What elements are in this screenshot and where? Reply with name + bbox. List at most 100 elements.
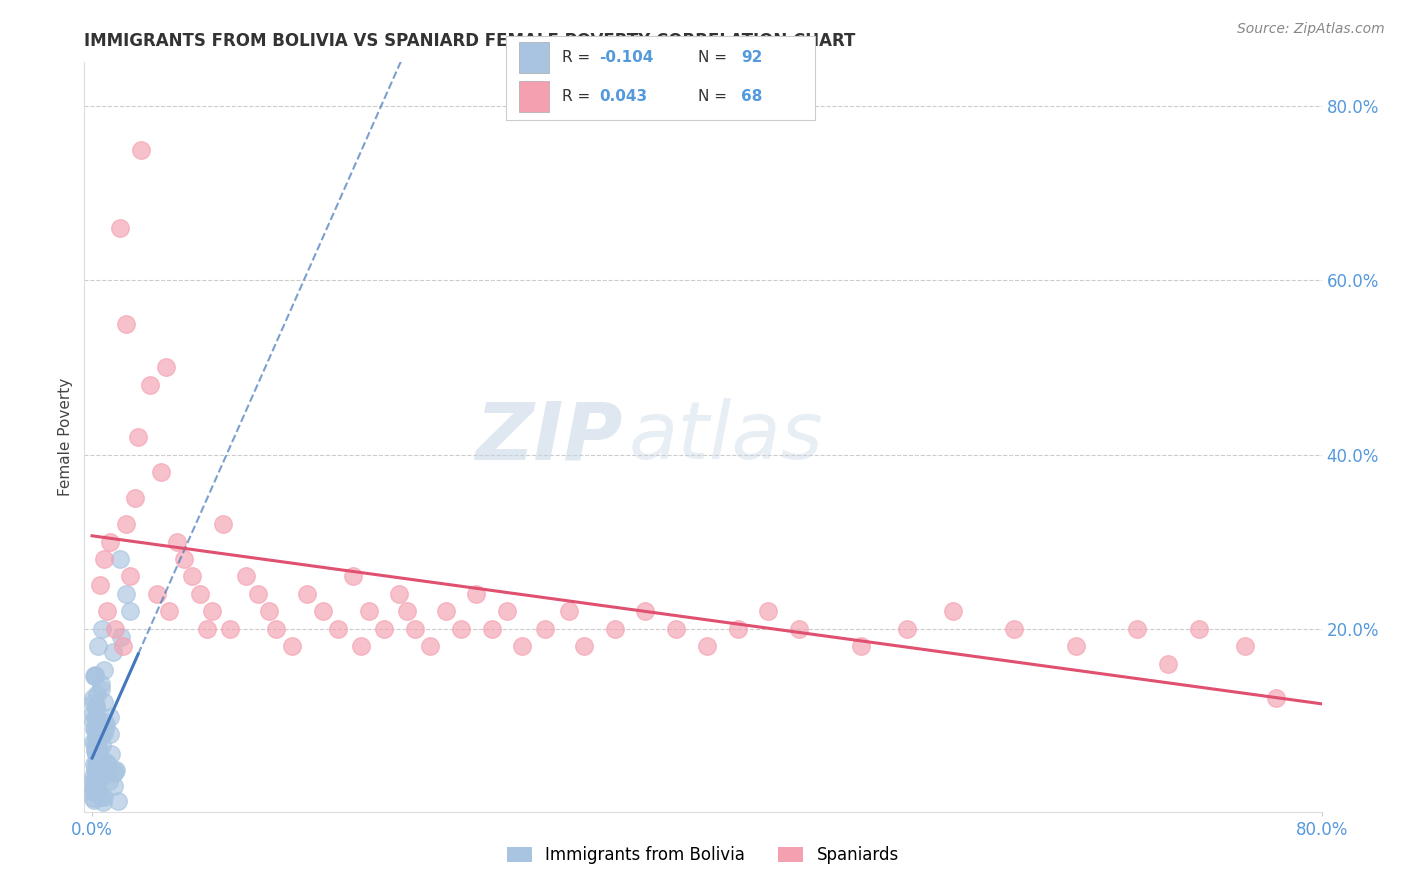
Point bbox=[124, 491, 146, 505]
Point bbox=[572, 639, 595, 653]
FancyBboxPatch shape bbox=[519, 81, 550, 112]
Point bbox=[103, 779, 125, 793]
Point bbox=[86, 723, 108, 737]
Point bbox=[83, 711, 105, 725]
Point bbox=[108, 552, 131, 566]
Point bbox=[94, 719, 117, 733]
Point bbox=[534, 622, 557, 636]
Point bbox=[326, 622, 349, 636]
Point bbox=[89, 771, 111, 785]
Point bbox=[84, 720, 107, 734]
Point bbox=[84, 780, 107, 795]
Point bbox=[93, 790, 115, 805]
Point bbox=[100, 534, 122, 549]
Point bbox=[434, 604, 457, 618]
Point bbox=[787, 622, 810, 636]
Point bbox=[166, 534, 188, 549]
Point bbox=[90, 622, 112, 636]
Point bbox=[1002, 622, 1025, 636]
Text: R =: R = bbox=[562, 50, 595, 65]
Point bbox=[82, 706, 104, 720]
Point bbox=[1233, 639, 1256, 653]
Point bbox=[84, 701, 107, 715]
Point bbox=[496, 604, 519, 618]
Point bbox=[1157, 657, 1180, 671]
Point bbox=[350, 639, 373, 653]
Point bbox=[696, 639, 718, 653]
Point bbox=[247, 587, 270, 601]
Point bbox=[1264, 691, 1286, 706]
Point bbox=[634, 604, 657, 618]
Point bbox=[86, 752, 108, 766]
Point bbox=[82, 785, 104, 799]
Point bbox=[89, 761, 111, 775]
Point bbox=[86, 687, 108, 701]
Point bbox=[82, 781, 104, 796]
Point bbox=[86, 737, 108, 751]
Point bbox=[86, 714, 108, 728]
Point bbox=[108, 221, 131, 235]
Point bbox=[84, 780, 107, 795]
Point bbox=[83, 763, 105, 777]
Point bbox=[96, 756, 118, 770]
Point bbox=[91, 728, 114, 742]
Text: N =: N = bbox=[697, 89, 731, 104]
Point bbox=[86, 772, 108, 786]
Point bbox=[896, 622, 918, 636]
Point bbox=[120, 604, 142, 618]
Text: Source: ZipAtlas.com: Source: ZipAtlas.com bbox=[1237, 22, 1385, 37]
Point bbox=[83, 723, 105, 737]
Point bbox=[87, 783, 110, 797]
Point bbox=[115, 517, 138, 532]
Point bbox=[84, 756, 107, 771]
Point bbox=[211, 517, 233, 532]
Point bbox=[93, 663, 115, 677]
Point bbox=[849, 639, 872, 653]
Point bbox=[257, 604, 280, 618]
Point bbox=[181, 569, 204, 583]
Text: ZIP: ZIP bbox=[475, 398, 623, 476]
Point bbox=[86, 764, 108, 778]
Text: 0.043: 0.043 bbox=[599, 89, 647, 104]
Text: 68: 68 bbox=[741, 89, 762, 104]
Point bbox=[83, 722, 105, 736]
Point bbox=[110, 631, 132, 645]
Point bbox=[139, 377, 162, 392]
Point bbox=[91, 768, 114, 782]
Point bbox=[120, 569, 142, 583]
Point bbox=[82, 714, 104, 729]
Point bbox=[84, 736, 107, 750]
Point bbox=[297, 587, 319, 601]
Point bbox=[89, 578, 111, 592]
Point bbox=[90, 727, 112, 741]
Text: R =: R = bbox=[562, 89, 595, 104]
Point bbox=[195, 622, 218, 636]
Point bbox=[83, 781, 105, 796]
Point bbox=[93, 714, 115, 729]
Point bbox=[82, 790, 104, 805]
Point bbox=[91, 795, 114, 809]
Point bbox=[115, 317, 138, 331]
Point bbox=[87, 723, 110, 737]
Y-axis label: Female Poverty: Female Poverty bbox=[58, 378, 73, 496]
Point bbox=[83, 669, 105, 683]
Point bbox=[727, 622, 749, 636]
Point bbox=[373, 622, 395, 636]
Point bbox=[481, 622, 503, 636]
Point bbox=[311, 604, 333, 618]
Point bbox=[84, 667, 107, 681]
Point bbox=[450, 622, 472, 636]
Text: IMMIGRANTS FROM BOLIVIA VS SPANIARD FEMALE POVERTY CORRELATION CHART: IMMIGRANTS FROM BOLIVIA VS SPANIARD FEMA… bbox=[84, 32, 856, 50]
Point bbox=[86, 731, 108, 746]
Point bbox=[90, 790, 112, 805]
Point bbox=[101, 645, 124, 659]
Point bbox=[100, 747, 122, 761]
Point bbox=[87, 727, 110, 741]
Point bbox=[83, 773, 105, 788]
Point bbox=[512, 639, 534, 653]
Point bbox=[104, 764, 127, 778]
Legend: Immigrants from Bolivia, Spaniards: Immigrants from Bolivia, Spaniards bbox=[501, 839, 905, 871]
Point bbox=[107, 794, 129, 808]
Point bbox=[87, 767, 110, 781]
Point bbox=[86, 770, 108, 784]
